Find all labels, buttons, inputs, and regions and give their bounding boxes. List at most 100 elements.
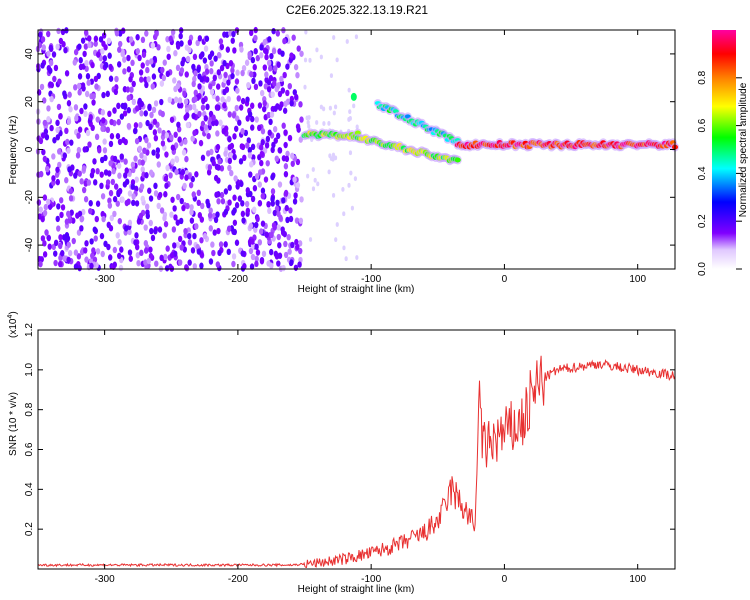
noise-cell: [327, 121, 331, 126]
noise-cell: [127, 228, 132, 236]
noise-cell: [57, 161, 62, 169]
noise-cell: [208, 258, 214, 265]
noise-cell: [235, 69, 240, 76]
noise-cell: [88, 114, 93, 121]
noise-cell: [199, 262, 204, 269]
noise-cell: [289, 100, 294, 107]
noise-cell: [229, 152, 234, 159]
noise-cell: [77, 170, 82, 177]
noise-cell: [270, 173, 275, 181]
noise-cell: [214, 104, 220, 111]
noise-cell: [46, 116, 51, 123]
noise-cell: [126, 107, 132, 114]
noise-cell: [108, 225, 114, 232]
noise-cell: [347, 182, 351, 188]
noise-cell: [282, 230, 287, 238]
noise-cell: [117, 239, 122, 246]
noise-cell: [87, 41, 92, 49]
noise-cell: [170, 28, 176, 36]
noise-cell: [126, 66, 132, 73]
noise-cell: [228, 59, 234, 67]
noise-cell: [291, 34, 296, 41]
noise-cell: [42, 240, 47, 247]
noise-cell: [341, 186, 345, 192]
noise-cell: [69, 139, 74, 146]
noise-cell: [39, 83, 45, 91]
noise-cell: [163, 191, 168, 198]
noise-cell: [48, 59, 54, 67]
noise-cell: [344, 256, 348, 262]
noise-cell: [73, 172, 78, 179]
noise-cell: [283, 189, 289, 197]
noise-cell: [96, 51, 101, 58]
noise-cell: [271, 141, 276, 149]
noise-cell: [120, 50, 125, 58]
noise-cell: [71, 237, 76, 245]
noise-cell: [211, 119, 216, 127]
noise-cell: [273, 65, 278, 72]
noise-cell: [259, 258, 265, 265]
noise-cell: [61, 234, 67, 241]
noise-cell: [53, 250, 58, 257]
noise-cell: [134, 137, 140, 145]
noise-cell: [295, 243, 300, 251]
noise-cell: [258, 52, 264, 59]
noise-cell: [311, 167, 315, 172]
noise-cell: [267, 36, 272, 43]
noise-cell: [125, 86, 131, 93]
noise-cell: [63, 46, 68, 54]
noise-cell: [194, 223, 199, 230]
noise-cell: [56, 225, 61, 232]
noise-cell: [219, 165, 225, 172]
noise-cell: [221, 128, 226, 135]
noise-cell: [139, 152, 144, 159]
colorbar: 0.0 0.2 0.4 0.6 0.8 Normalized spectral ampl…: [697, 30, 749, 276]
noise-cell: [36, 199, 42, 206]
noise-cell: [239, 180, 244, 188]
noise-cell: [148, 219, 153, 227]
noise-cell: [143, 240, 149, 247]
noise-cell: [282, 71, 287, 79]
noise-cell: [76, 132, 81, 139]
noise-cell: [285, 150, 290, 157]
noise-cell: [235, 87, 240, 94]
noise-cell: [108, 63, 113, 71]
noise-cell: [102, 147, 108, 154]
noise-cell: [173, 96, 179, 103]
noise-cell: [164, 132, 170, 139]
noise-cell: [127, 219, 133, 227]
chart-title: C2E6.2025.322.13.19.R21: [286, 3, 428, 17]
noise-cell: [234, 125, 239, 132]
noise-cell: [269, 111, 275, 118]
noise-cell: [226, 79, 231, 86]
noise-cell: [251, 154, 256, 161]
noise-cell: [75, 212, 80, 219]
noise-cell: [273, 137, 278, 144]
noise-cell: [316, 181, 320, 187]
noise-cell: [232, 219, 238, 226]
noise-cell: [264, 53, 269, 61]
noise-cell: [283, 129, 288, 136]
noise-cell: [146, 76, 151, 83]
noise-cell: [146, 142, 152, 149]
noise-cell: [118, 40, 123, 48]
noise-cell: [136, 259, 141, 267]
noise-cell: [208, 207, 213, 214]
noise-cell: [232, 153, 237, 161]
noise-cell: [255, 54, 261, 62]
noise-cell: [90, 252, 95, 259]
x-tick-label: -200: [228, 274, 248, 285]
noise-cell: [280, 87, 286, 94]
noise-cell: [209, 88, 215, 96]
noise-cell: [190, 247, 196, 254]
noise-cell: [94, 133, 100, 141]
noise-cell: [76, 229, 82, 236]
noise-cell: [68, 106, 73, 113]
noise-cell: [110, 178, 116, 186]
noise-cell: [90, 124, 95, 132]
noise-cell: [218, 119, 223, 126]
noise-cell: [281, 122, 286, 129]
noise-cell: [182, 90, 187, 98]
y-tick-label: -20: [24, 190, 35, 205]
